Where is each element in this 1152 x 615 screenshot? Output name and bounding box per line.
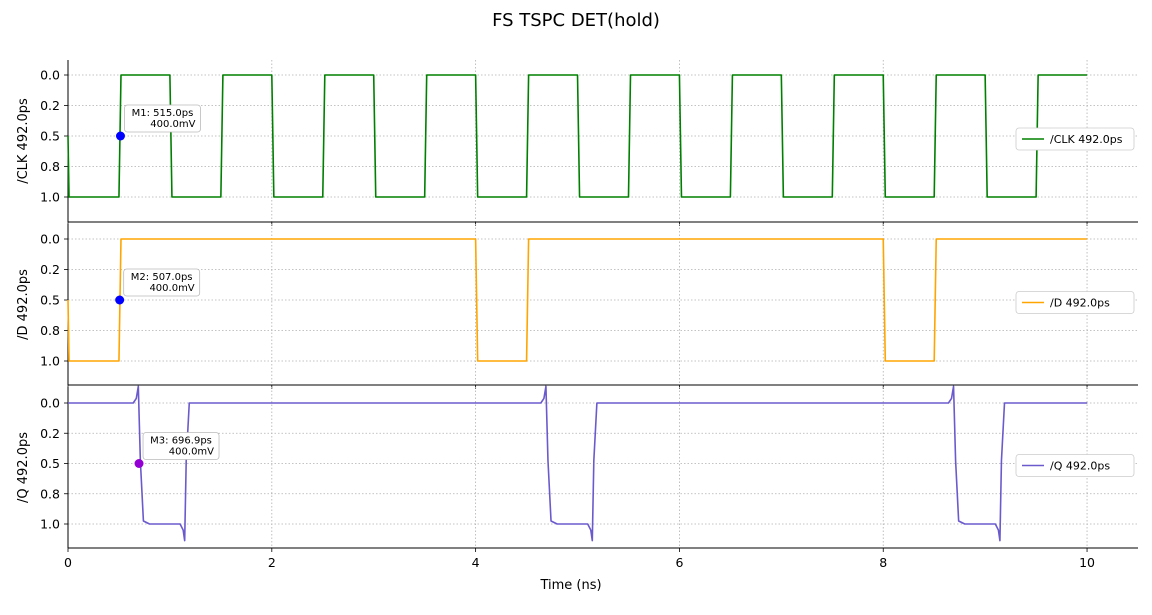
y-tick-label: 0.5 (40, 129, 60, 144)
y-tick-label: 0.2 (40, 426, 60, 441)
y-tick-label: 0.0 (40, 232, 60, 247)
legend-label: /CLK 492.0ps (1050, 133, 1123, 146)
x-tick-label: 6 (675, 555, 683, 570)
y-tick-label: 0.5 (40, 293, 60, 308)
marker-annotation-box (123, 268, 201, 297)
x-tick-label: 10 (1079, 555, 1095, 570)
series-line (67, 74, 1088, 198)
marker-point (115, 295, 125, 305)
panel-3: 0.0 0.2 0.5 0.8 1.0/Q 492.0ps M3: 696.9ps400.… (16, 385, 1138, 593)
y-tick-label: 0.8 (40, 159, 60, 174)
y-axis-label: /CLK 492.0ps (16, 98, 31, 184)
legend-label: /Q 492.0ps (1050, 460, 1110, 473)
marker-annotation-box (142, 432, 220, 460)
series-line (68, 385, 1088, 542)
marker-point (115, 131, 125, 141)
legend (1015, 127, 1135, 151)
y-tick-label: 1.0 (40, 190, 60, 205)
marker-point (134, 459, 144, 468)
y-tick-label: 1.0 (40, 354, 60, 369)
x-tick-label: 2 (268, 555, 276, 570)
marker-annotation-box (124, 104, 201, 133)
y-tick-label: 0.2 (40, 98, 60, 113)
y-tick-label: 0.0 (40, 396, 60, 411)
y-tick-label: 0.5 (40, 456, 60, 471)
marker-value: 400.0mV (169, 447, 214, 458)
panel-2: 0.0 0.2 0.5 0.8 1.0/D 492.0ps M2: 507.0ps400.… (16, 224, 1138, 389)
legend (1015, 454, 1135, 477)
panel-1: 0.0 0.2 0.5 0.8 1.0/CLK 492.0ps M1: 515.0ps40… (16, 60, 1138, 226)
y-tick-label: 0.8 (40, 323, 60, 338)
series-line (67, 238, 1088, 362)
marker-label: M1: 515.0ps (132, 108, 194, 119)
marker-value: 400.0mV (149, 283, 194, 294)
marker-label: M3: 696.9ps (150, 436, 212, 447)
x-axis-label: Time (ns) (539, 578, 601, 593)
marker-label: M2: 507.0ps (131, 272, 193, 283)
x-tick-label: 8 (879, 555, 887, 570)
x-tick-label: 4 (472, 555, 480, 570)
legend-label: /D 492.0ps (1050, 297, 1110, 310)
y-tick-label: 0.0 (40, 68, 60, 83)
y-tick-label: 0.2 (40, 262, 60, 277)
x-tick-label: 0 (64, 555, 72, 570)
y-tick-label: 0.8 (40, 486, 60, 501)
y-axis-label: /Q 492.0ps (16, 432, 31, 503)
figure-title: FS TSPC DET(hold) (492, 10, 660, 31)
y-tick-label: 1.0 (40, 517, 60, 532)
y-axis-label: /D 492.0ps (16, 269, 31, 340)
legend (1015, 291, 1135, 314)
marker-value: 400.0mV (150, 119, 195, 130)
